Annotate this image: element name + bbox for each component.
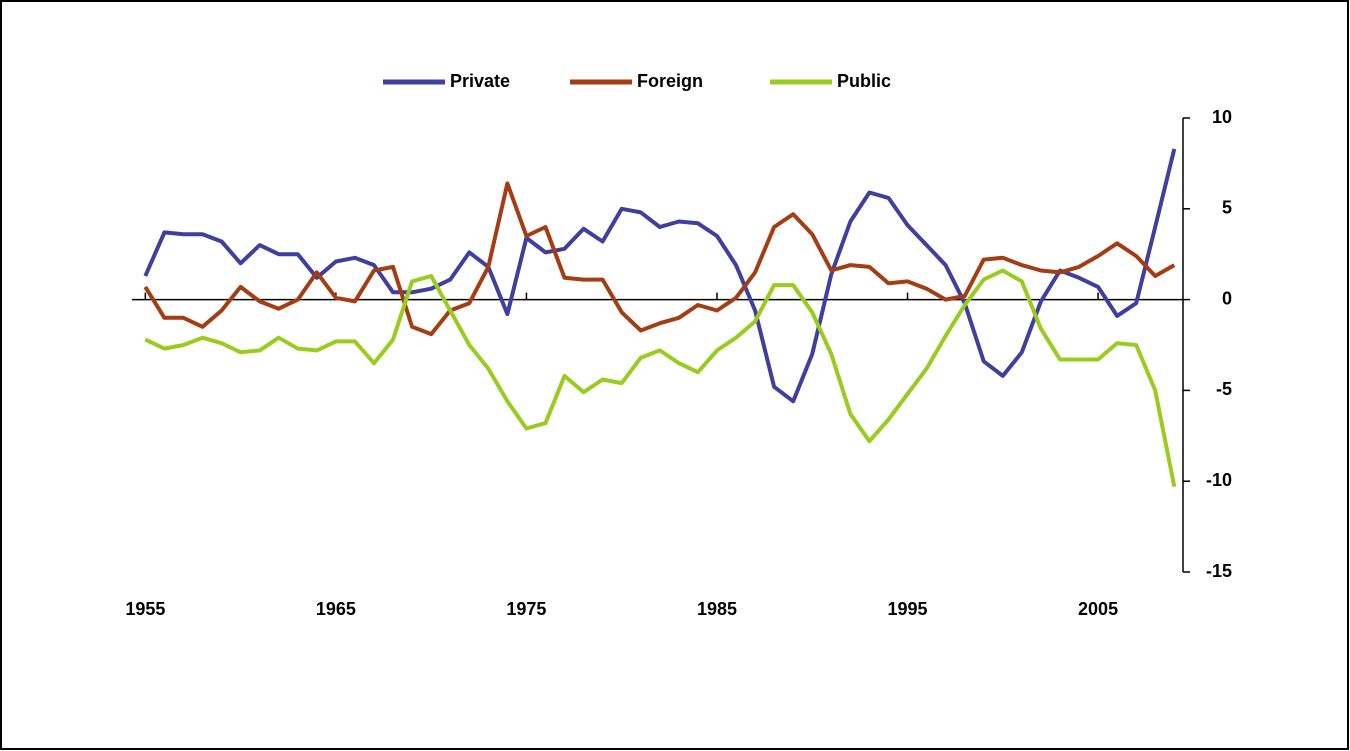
x-tick-label: 1965 xyxy=(316,599,356,619)
y-tick-label: 5 xyxy=(1222,198,1232,218)
y-tick-label: -10 xyxy=(1206,470,1232,490)
x-tick-label: 2005 xyxy=(1078,599,1118,619)
y-tick-label: -15 xyxy=(1206,561,1232,581)
legend-label: Foreign xyxy=(637,71,703,91)
y-tick-label: 10 xyxy=(1212,107,1232,127)
x-tick-label: 1955 xyxy=(125,599,165,619)
y-tick-label: -5 xyxy=(1216,379,1232,399)
x-tick-label: 1975 xyxy=(506,599,546,619)
y-tick-label: 0 xyxy=(1222,288,1232,308)
legend-label: Public xyxy=(837,71,891,91)
series-line xyxy=(143,148,1177,404)
series-line xyxy=(143,181,1176,337)
legend-label: Private xyxy=(450,71,510,91)
series-line xyxy=(144,268,1177,487)
x-tick-label: 1985 xyxy=(697,599,737,619)
x-tick-label: 1995 xyxy=(887,599,927,619)
